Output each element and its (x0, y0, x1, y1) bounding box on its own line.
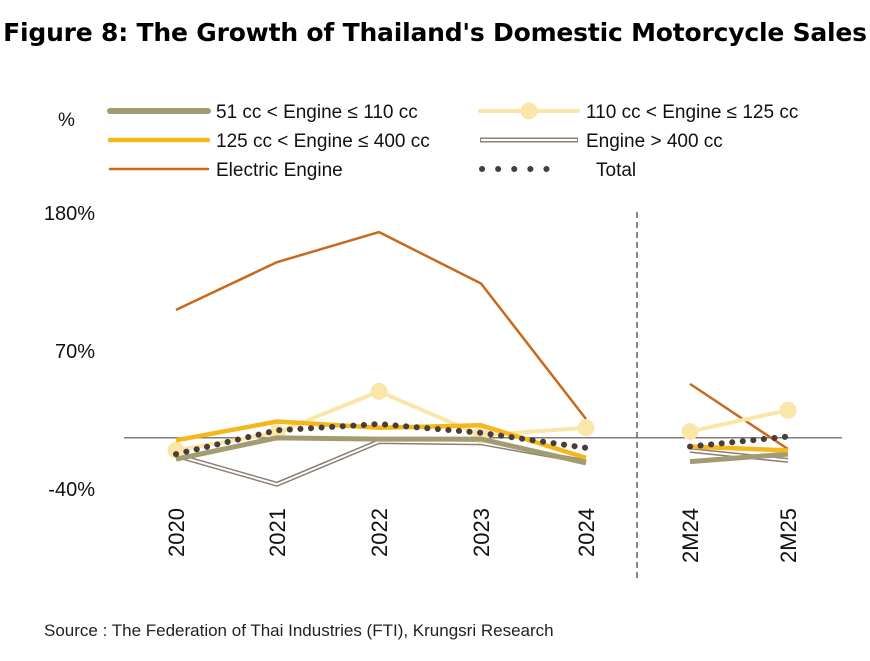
series-line (175, 435, 587, 466)
legend-label: Total (596, 160, 636, 181)
legend-item-125-cc-engine-400-cc: 125 cc < Engine ≤ 400 cc (107, 131, 430, 152)
x-tick-label: 2M24 (678, 508, 703, 563)
legend-label: 110 cc < Engine ≤ 125 cc (586, 102, 798, 123)
series-total (173, 421, 791, 458)
x-axis-ticks: 2020 2021 2022 2023 2024 2M24 2M25 (164, 508, 801, 563)
series-line-inner (689, 449, 789, 462)
series-line (689, 444, 789, 453)
y-axis-unit-label: % (58, 110, 75, 131)
data-point (779, 401, 797, 419)
x-tick-label: 2021 (265, 508, 290, 557)
x-tick-label: 2024 (574, 508, 599, 557)
series-group (167, 230, 797, 487)
x-tick-label: 2020 (164, 508, 189, 557)
series-line (175, 419, 587, 461)
legend-item-electric-engine: Electric Engine (108, 160, 343, 181)
legend: 51 cc < Engine ≤ 110 cc 110 cc < Engine ≤… (107, 102, 798, 181)
x-tick-label: 2022 (367, 508, 392, 557)
y-tick-label: -40% (48, 479, 95, 501)
source-note: Source : The Federation of Thai Industri… (44, 621, 554, 640)
data-point (167, 441, 185, 459)
data-point (370, 382, 388, 400)
series-125-cc-engine-400-cc (175, 419, 789, 461)
series-line (689, 408, 789, 434)
y-axis-ticks: 180% 70% -40% (44, 203, 95, 501)
y-tick-label: 70% (55, 341, 95, 363)
series-electric-engine (175, 230, 789, 451)
legend-marker (520, 102, 538, 120)
data-point (577, 419, 595, 437)
x-tick-label: 2023 (469, 508, 494, 557)
series-line (689, 451, 789, 465)
legend-label: Engine > 400 cc (586, 131, 723, 152)
y-tick-label: 180% (44, 203, 95, 225)
legend-label: Electric Engine (216, 160, 343, 181)
series-line (175, 230, 587, 420)
legend-label: 125 cc < Engine ≤ 400 cc (216, 131, 430, 152)
series-51-cc-engine-110-cc (175, 435, 789, 466)
chart-title: Figure 8: The Growth of Thailand's Domes… (3, 18, 867, 47)
legend-item-engine-400-cc: Engine > 400 cc (480, 131, 723, 152)
legend-item-total: Total (479, 160, 636, 181)
data-point (681, 423, 699, 441)
legend-item-110-cc-engine-125-cc: 110 cc < Engine ≤ 125 cc (478, 102, 798, 123)
legend-item-51-cc-engine-110-cc: 51 cc < Engine ≤ 110 cc (107, 102, 418, 123)
series-line (687, 433, 791, 450)
legend-label: 51 cc < Engine ≤ 110 cc (216, 102, 418, 123)
x-tick-label: 2M25 (776, 508, 801, 563)
